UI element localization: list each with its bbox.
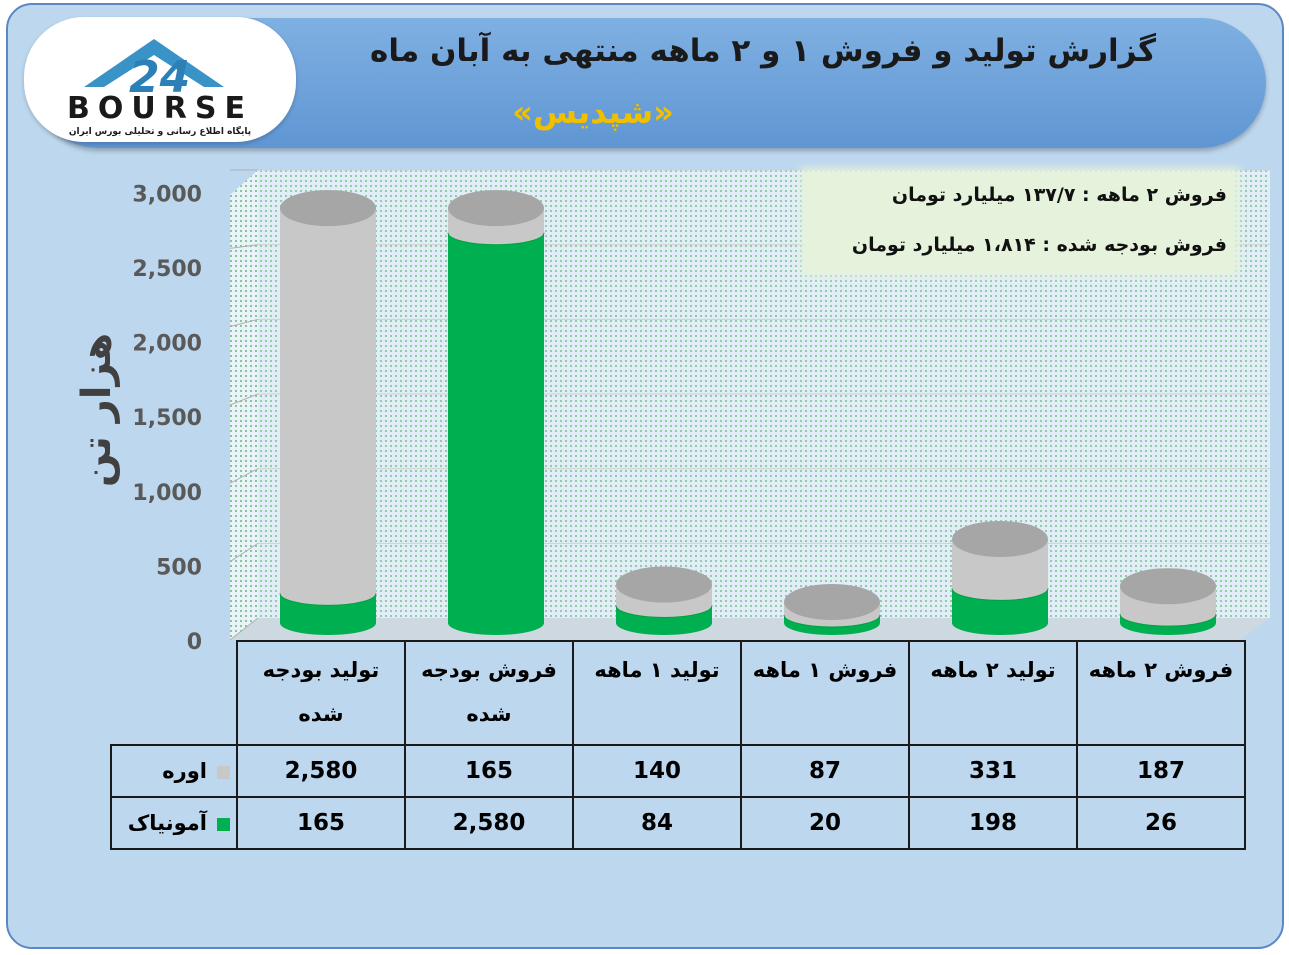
sales-info-box: فروش ۲ ماهه : ۱۳۷/۷ میلیارد تومان فروش ب… [805,172,1235,272]
table-cell: 20 [740,796,910,850]
urea-bar [280,208,376,606]
side-gridline [229,244,259,249]
company-name: «شپدیس» [512,93,674,131]
y-tick-label: 3,000 [132,182,202,207]
table-cell: 26 [1076,796,1246,850]
table-cell: 2,580 [236,744,406,798]
logo-graphic: 24 BOURSE پایگاه اطلاع رسانی و تحلیلی بو… [67,39,253,137]
category-label: تولید ۲ ماهه [908,640,1078,746]
ammonia-swatch [217,817,230,831]
y-axis-label: هزار تن [74,333,120,487]
plot-side-wall [230,170,258,640]
table-cell: 2,580 [404,796,574,850]
side-gridline [229,468,259,484]
info-budgeted-sales: فروش بودجه شده : ۱،۸۱۴ میلیارد تومان [851,234,1227,256]
segment-edge [447,232,545,246]
table-cell: 165 [404,744,574,798]
legend-urea: اوره [110,744,238,798]
ammonia-bar [952,588,1048,635]
side-gridline [229,318,259,328]
bar-top-cap [1120,568,1216,605]
urea-swatch [217,765,230,779]
category-label: تولید ۱ ماهه [572,640,742,746]
chart-title: گزارش تولید و فروش ۱ و ۲ ماهه منتهی به آ… [370,33,1156,69]
side-gridline [229,542,259,563]
bourse24-logo: 24 BOURSE پایگاه اطلاع رسانی و تحلیلی بو… [24,17,296,142]
table-row-ammonia: آمونیاک 165 2,580 84 20 198 26 [110,796,1246,850]
y-tick-label: 2,500 [132,257,202,282]
category-label: فروش بودجه شده [404,640,574,746]
ammonia-bar [784,615,880,635]
table-cell: 331 [908,744,1078,798]
logo-text: BOURSE [67,91,253,126]
y-tick-label: 2,000 [132,332,202,357]
data-table: تولید بودجه شده فروش بودجه شده تولید ۱ م… [110,640,1246,850]
table-corner [111,641,237,746]
plot-floor [230,618,1270,640]
legend-ammonia: آمونیاک [110,796,238,850]
table-cell: 187 [1076,744,1246,798]
info-two-month-sales: فروش ۲ ماهه : ۱۳۷/۷ میلیارد تومان [891,184,1227,206]
category-label: فروش ۲ ماهه [1076,640,1246,746]
ammonia-bar [616,605,712,635]
y-tick-label: 500 [156,555,202,580]
bar-top-cap [448,190,544,227]
table-cell: 140 [572,744,742,798]
segment-edge [951,588,1049,601]
logo-number: 24 [129,52,190,103]
bar-top-cap [952,521,1048,558]
table-cell: 165 [236,796,406,850]
side-gridline [229,393,259,406]
table-cell: 198 [908,796,1078,850]
category-label: تولید بودجه شده [236,640,406,746]
side-gridline [229,617,259,641]
table-row-urea: اوره 2,580 165 140 87 331 187 [110,744,1246,798]
category-label: فروش ۱ ماهه [740,640,910,746]
table-cell: 87 [740,744,910,798]
ammonia-bar [448,232,544,635]
y-tick-label: 1,000 [132,481,202,506]
segment-edge [783,614,881,628]
segment-edge [1119,614,1217,627]
legend-label: آمونیاک [127,811,207,835]
table-cell: 84 [572,796,742,850]
bar-top-cap [784,584,880,621]
legend-label: اوره [162,759,207,783]
y-tick-label: 1,500 [132,406,202,431]
segment-edge [279,593,377,606]
category-row: تولید بودجه شده فروش بودجه شده تولید ۱ م… [111,640,1246,746]
ammonia-bar [1120,614,1216,635]
logo-tagline: پایگاه اطلاع رسانی و تحلیلی بورس ایران [69,125,251,137]
segment-edge [615,605,713,618]
bar-top-cap [616,566,712,603]
bar-top-cap [280,190,376,227]
